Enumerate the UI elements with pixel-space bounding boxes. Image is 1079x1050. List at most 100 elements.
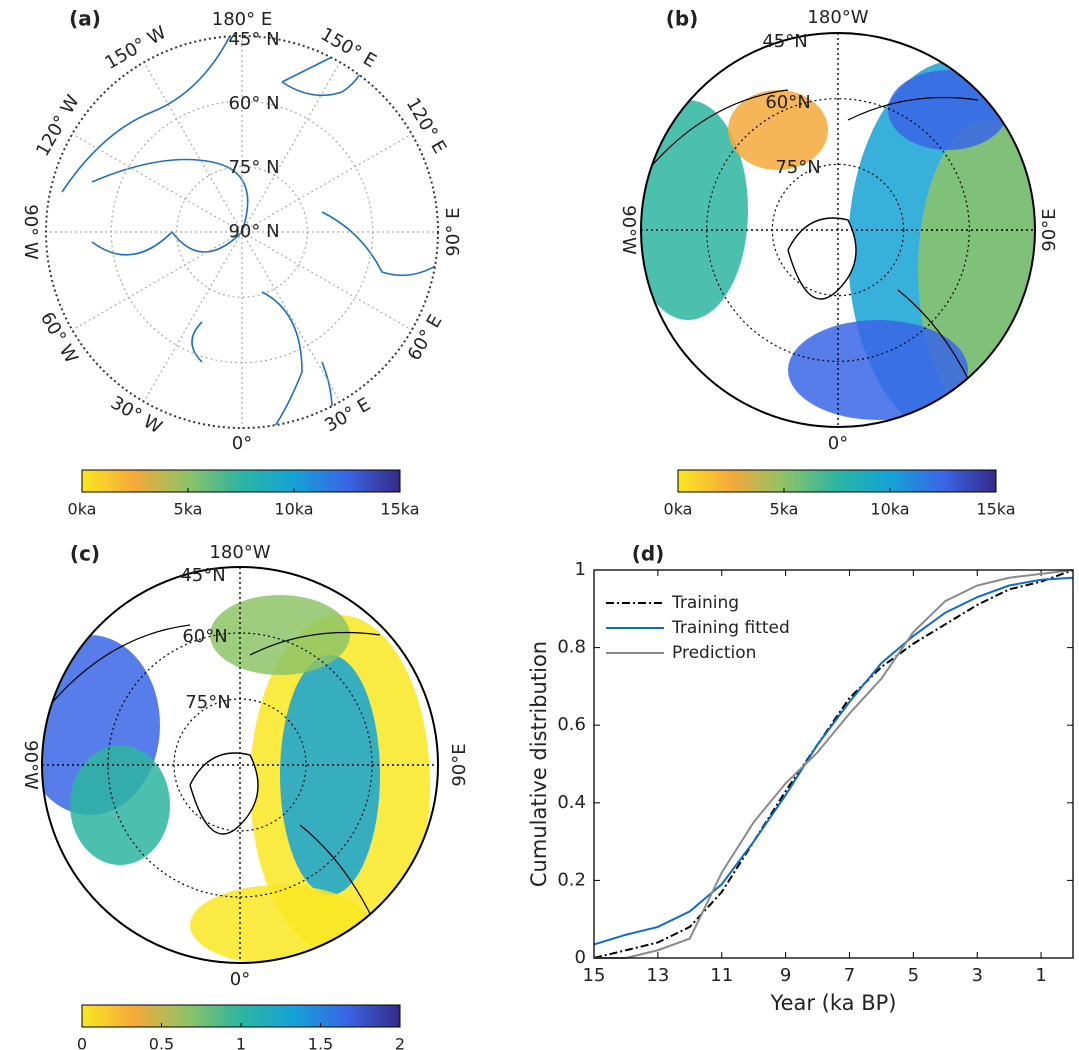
field-area bbox=[210, 595, 350, 675]
x-axis-label: Year (ka BP) bbox=[770, 991, 897, 1015]
series-line bbox=[593, 576, 1074, 946]
x-tick-label: 9 bbox=[780, 965, 791, 986]
x-tick-label: 13 bbox=[646, 965, 669, 986]
colorbar-tick-label: 0 bbox=[77, 1035, 87, 1050]
lon-label: 90° E bbox=[443, 208, 464, 257]
lon-label: 60° W bbox=[36, 308, 82, 367]
colorbar-tick-label: 15ka bbox=[380, 500, 419, 519]
colorbar-tick-label: 0.5 bbox=[149, 1035, 174, 1050]
colorbar-tick-label: 2 bbox=[395, 1035, 405, 1050]
lon-label: 90° W bbox=[20, 204, 41, 260]
lon-label: 150° E bbox=[317, 24, 380, 72]
colorbar-tick-label: 15ka bbox=[976, 500, 1015, 519]
lon-label: 180°W bbox=[807, 7, 868, 28]
lon-label: 60° E bbox=[404, 311, 447, 364]
x-tick-label: 3 bbox=[971, 965, 982, 986]
field-area bbox=[641, 100, 748, 320]
colorbar-tick-label: 5ka bbox=[770, 500, 799, 519]
x-tick-label: 1 bbox=[1035, 965, 1046, 986]
lon-label: 90°E bbox=[1039, 208, 1060, 251]
lon-label: 0° bbox=[232, 433, 252, 454]
series-line bbox=[593, 569, 1074, 959]
colorbar-tick-label: 10ka bbox=[274, 500, 313, 519]
colorbar-tick-label: 0ka bbox=[664, 500, 693, 519]
legend-label: Prediction bbox=[672, 643, 756, 663]
lat-label: 45°N bbox=[180, 565, 225, 586]
lon-label: 0° bbox=[828, 433, 848, 454]
lon-label: 30° E bbox=[321, 394, 374, 437]
map-border bbox=[640, 32, 1036, 428]
graticule bbox=[241, 133, 413, 233]
series-line bbox=[594, 569, 1074, 959]
map-border bbox=[45, 35, 439, 429]
lat-label: 75°N bbox=[185, 692, 230, 713]
lon-label: 0° bbox=[230, 969, 250, 990]
colorbar-tick-label: 1 bbox=[236, 1035, 246, 1050]
field-area bbox=[728, 90, 828, 170]
land bbox=[641, 60, 1035, 427]
graticule bbox=[706, 98, 970, 362]
lon-label: 90°W bbox=[618, 205, 639, 255]
graticule bbox=[241, 231, 341, 403]
lat-label: 60° N bbox=[228, 93, 279, 114]
coastline bbox=[321, 211, 438, 277]
lon-label: 150° W bbox=[102, 22, 171, 74]
y-tick-label: 0 bbox=[575, 947, 586, 968]
lat-label: 45° N bbox=[228, 29, 279, 50]
field-area bbox=[788, 320, 968, 420]
colorbar bbox=[81, 469, 401, 493]
lon-label: 90°W bbox=[20, 740, 41, 790]
coastline bbox=[260, 291, 333, 428]
field-area bbox=[70, 745, 170, 865]
coastline bbox=[189, 752, 259, 835]
lat-label: 75°N bbox=[775, 157, 820, 178]
line-panel: (d) 15 13 11 9 7 5 3 1 0 0.2 0.4 0.6 0.8 1 Year (ka BP)… bbox=[527, 542, 1074, 1015]
land bbox=[42, 595, 430, 963]
lat-label: 45°N bbox=[762, 31, 807, 52]
map-border bbox=[41, 566, 439, 964]
x-tick-label: 15 bbox=[583, 965, 606, 986]
coastline bbox=[787, 217, 857, 300]
coastline bbox=[191, 321, 203, 363]
lon-label: 180° E bbox=[212, 9, 272, 30]
lon-label: 30° W bbox=[107, 392, 166, 438]
colorbar-tick-label: 10ka bbox=[870, 500, 909, 519]
panel-label: (d) bbox=[632, 542, 665, 566]
y-tick-label: 0.8 bbox=[557, 637, 586, 658]
x-tick-label: 11 bbox=[710, 965, 733, 986]
graticule bbox=[143, 61, 243, 233]
plot-frame bbox=[593, 569, 1074, 959]
map-panel: (c) 45°N 60°N 75°N 180°W 90°E 0° 90°W 0 0.5 1 1.5 2 bbox=[20, 542, 470, 1050]
y-tick-label: 0.4 bbox=[557, 792, 586, 813]
field-area bbox=[190, 885, 370, 963]
graticule bbox=[71, 133, 243, 233]
colorbar-tick-label: 5ka bbox=[174, 500, 203, 519]
coastline bbox=[61, 36, 293, 193]
y-tick-label: 0.6 bbox=[557, 714, 586, 735]
colorbar bbox=[677, 469, 997, 493]
x-tick-label: 5 bbox=[908, 965, 919, 986]
colorbar-tick-label: 0ka bbox=[68, 500, 97, 519]
panel-label: (a) bbox=[69, 7, 101, 31]
map-panel: (a) 45° N 60° N 75° N 90° N 180° E 150° E 120° … bbox=[20, 7, 464, 519]
lat-label: 90° N bbox=[228, 221, 279, 242]
lat-label: 75° N bbox=[228, 157, 279, 178]
legend-label: Training bbox=[671, 593, 739, 613]
coastline bbox=[91, 158, 249, 256]
lat-label: 60°N bbox=[765, 92, 810, 113]
graticule bbox=[143, 231, 243, 403]
lat-label: 60°N bbox=[182, 626, 227, 647]
field-area bbox=[280, 655, 380, 895]
lon-label: 120° W bbox=[32, 91, 84, 160]
lon-label: 180°W bbox=[209, 542, 270, 563]
graticule bbox=[241, 231, 413, 331]
panel-label: (b) bbox=[666, 7, 699, 31]
panel-label: (c) bbox=[70, 542, 100, 566]
colorbar-tick-label: 1.5 bbox=[308, 1035, 333, 1050]
lon-label: 90°E bbox=[449, 743, 470, 786]
x-tick-label: 7 bbox=[844, 965, 855, 986]
y-tick-label: 0.2 bbox=[557, 869, 586, 890]
legend-label: Training fitted bbox=[671, 618, 790, 638]
y-tick-label: 1 bbox=[575, 559, 586, 580]
